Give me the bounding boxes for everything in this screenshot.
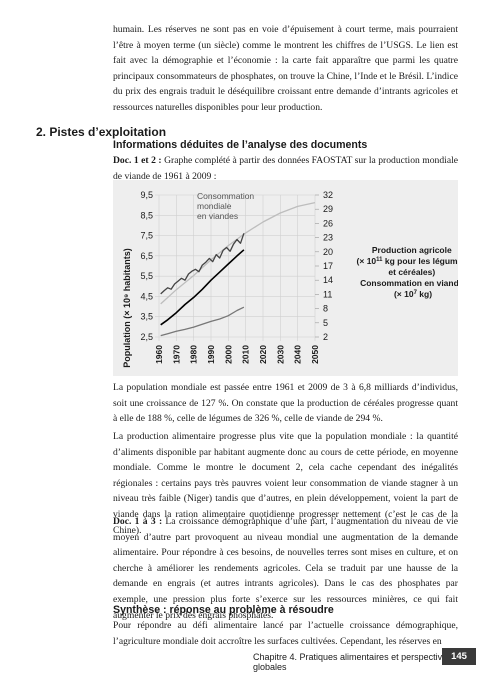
population-paragraph: La population mondiale est passée entre … — [113, 382, 458, 425]
left-tick-label: 5,5 — [140, 271, 153, 281]
chart-svg: Population (× 10⁹ habitants) 9,5 8,5 7,5 6,… — [122, 190, 458, 368]
doc13-text: La croissance démographique d’une part, … — [113, 516, 458, 621]
x-tick-label: 1980 — [189, 345, 199, 364]
left-tick-label: 2,5 — [140, 332, 153, 342]
x-tick-label: 2040 — [293, 345, 303, 364]
doc12-lead: Doc. 1 et 2 : — [113, 155, 162, 166]
x-tick-labels: 1960 1970 1980 1990 2000 2010 2020 2030 2040 2050 — [154, 345, 320, 364]
doc12-text: Graphe complété à partir des données FAO… — [113, 155, 458, 182]
production-paragraph: La production alimentaire progresse plus… — [113, 431, 458, 536]
x-tick-label: 1960 — [154, 345, 164, 364]
doc13-paragraph: Doc. 1 à 3 : La croissance démographique… — [113, 514, 458, 623]
left-tick-label: 6,5 — [140, 251, 153, 261]
right-tick-label: 17 — [323, 261, 333, 271]
left-tick-labels: 9,5 8,5 7,5 6,5 5,5 4,5 3,5 2,5 — [140, 190, 153, 342]
synthese-paragraph: Pour répondre au défi alimentaire lancé … — [113, 620, 458, 647]
right-tick-label: 32 — [323, 190, 333, 200]
right-tick-label: 11 — [323, 289, 332, 299]
left-tick-label: 9,5 — [140, 190, 153, 200]
doc12-paragraph: Doc. 1 et 2 : Graphe complété à partir d… — [113, 153, 458, 184]
subsection-title-synthese: Synthèse : réponse au problème à résoudr… — [113, 604, 334, 616]
right-tick-label: 5 — [323, 318, 328, 328]
x-tick-label: 2000 — [223, 345, 233, 364]
right-tick-label: 14 — [323, 275, 333, 285]
x-tick-label: 2020 — [258, 345, 268, 364]
x-tick-label: 2050 — [310, 345, 320, 364]
annotation-consommation: Consommation mondiale en viandes — [197, 191, 257, 221]
series-line-3 — [160, 233, 245, 295]
series-line-1 — [160, 249, 245, 326]
right-tick-label: 2 — [323, 332, 328, 342]
x-tick-label: 1990 — [206, 345, 216, 364]
meat-production-chart: Population (× 10⁹ habitants) 9,5 8,5 7,5 6,… — [113, 180, 458, 376]
x-tick-label: 2030 — [275, 345, 285, 364]
right-tick-label: 29 — [323, 204, 333, 214]
x-tick-label: 2010 — [241, 345, 251, 364]
footer-chapter: Chapitre 4. Pratiques alimentaires et pe… — [253, 652, 452, 672]
left-tick-label: 4,5 — [140, 291, 153, 301]
right-tick-labels: 32 29 26 23 20 17 14 11 8 5 2 — [323, 190, 333, 342]
right-legend: Production agricole (× 1011 kg pour les … — [357, 245, 458, 299]
right-tick-label: 20 — [323, 247, 333, 257]
right-tick-label: 23 — [323, 233, 333, 243]
subsection-title-informations: Informations déduites de l’analyse des d… — [113, 139, 368, 151]
right-tick-label: 8 — [323, 304, 328, 314]
section-title: 2. Pistes d’exploitation — [36, 125, 167, 139]
left-tick-label: 3,5 — [140, 312, 153, 322]
left-tick-label: 8,5 — [140, 210, 153, 220]
y-axis-label: Population (× 10⁹ habitants) — [122, 248, 132, 368]
right-tick-label: 26 — [323, 218, 333, 228]
intro-paragraph: humain. Les réserves ne sont pas en voie… — [113, 24, 458, 113]
left-tick-label: 7,5 — [140, 231, 153, 241]
page-number: 145 — [442, 648, 476, 665]
grid — [155, 194, 319, 341]
x-tick-label: 1970 — [171, 345, 181, 364]
doc13-lead: Doc. 1 à 3 : — [113, 516, 163, 527]
series-lines — [160, 201, 316, 337]
series-line-4 — [160, 306, 245, 337]
